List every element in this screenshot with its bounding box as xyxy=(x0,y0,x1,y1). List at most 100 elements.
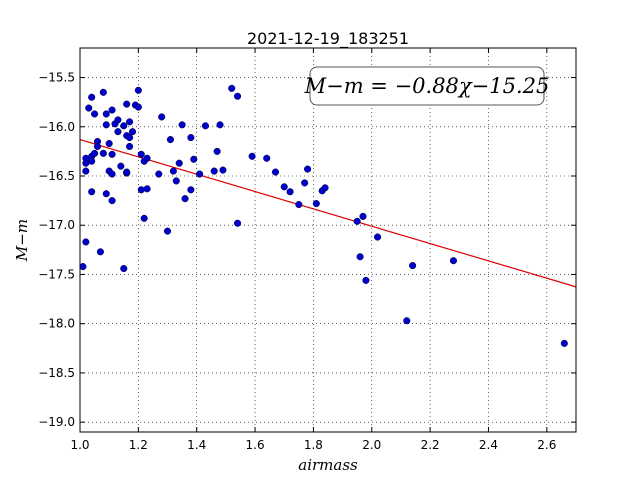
y-tick-label: −17.5 xyxy=(38,267,75,281)
x-axis-label: airmass xyxy=(298,456,358,474)
data-point xyxy=(137,150,145,158)
data-point xyxy=(295,201,303,209)
data-point xyxy=(213,147,221,155)
grid-lines xyxy=(79,48,576,432)
data-point xyxy=(108,170,116,178)
data-point xyxy=(108,150,116,158)
data-point xyxy=(91,149,99,157)
x-tick-label: 2.0 xyxy=(362,438,381,452)
y-tick-label: −15.5 xyxy=(38,71,75,85)
data-point xyxy=(99,149,107,157)
data-point xyxy=(82,167,90,175)
data-point xyxy=(280,183,288,191)
fit-line xyxy=(79,138,577,288)
x-tick-label: 2.2 xyxy=(421,438,440,452)
data-point xyxy=(79,263,87,271)
data-point xyxy=(85,104,93,112)
data-point xyxy=(248,152,256,160)
x-tick-label: 1.4 xyxy=(187,438,206,452)
data-point xyxy=(166,136,174,144)
data-point xyxy=(134,103,142,111)
data-point xyxy=(114,128,122,136)
data-point xyxy=(263,154,271,162)
data-point xyxy=(123,168,131,176)
x-tick-label: 2.4 xyxy=(479,438,498,452)
x-tick-label: 2.6 xyxy=(537,438,556,452)
data-point xyxy=(172,177,180,185)
data-point xyxy=(88,157,96,165)
x-tick-label: 1.6 xyxy=(246,438,265,452)
data-point xyxy=(102,121,110,129)
data-point xyxy=(120,122,128,130)
data-point xyxy=(356,253,364,261)
data-point xyxy=(374,233,382,241)
data-point xyxy=(108,106,116,114)
data-point xyxy=(181,195,189,203)
x-tick-label: 1.0 xyxy=(70,438,89,452)
data-point xyxy=(187,186,195,194)
data-point xyxy=(175,159,183,167)
data-point xyxy=(187,134,195,142)
data-point xyxy=(137,186,145,194)
data-point xyxy=(301,179,309,187)
data-point xyxy=(286,188,294,196)
data-point xyxy=(96,248,104,256)
data-point xyxy=(178,121,186,129)
chart-title: 2021-12-19_183251 xyxy=(247,29,409,49)
y-tick-label: −18.0 xyxy=(38,317,75,331)
x-tick-label: 1.8 xyxy=(304,438,323,452)
data-point xyxy=(143,154,151,162)
y-tick-label: −16.5 xyxy=(38,169,75,183)
data-point xyxy=(321,184,329,192)
y-tick-label: −19.0 xyxy=(38,415,75,429)
data-point xyxy=(359,212,367,220)
y-tick-label: −17.0 xyxy=(38,218,75,232)
data-point xyxy=(409,262,417,270)
data-point xyxy=(163,227,172,235)
data-point xyxy=(219,166,227,174)
data-point xyxy=(228,84,236,92)
data-point xyxy=(82,238,90,246)
equation-annotation: M−m = −0.88χ−15.25 xyxy=(304,66,550,106)
data-point xyxy=(102,190,110,198)
data-point xyxy=(126,142,134,151)
plot-frame xyxy=(79,47,577,433)
data-point xyxy=(143,185,151,193)
data-point xyxy=(105,139,113,148)
data-point xyxy=(210,167,218,175)
data-point xyxy=(234,219,242,227)
data-point xyxy=(362,276,370,284)
data-point xyxy=(196,170,204,178)
data-point xyxy=(108,197,116,205)
data-point xyxy=(134,86,142,94)
y-tick-label: −16.0 xyxy=(38,120,75,134)
data-point xyxy=(88,93,96,101)
data-point xyxy=(128,128,137,136)
data-point xyxy=(88,188,96,196)
annotation-box xyxy=(309,66,545,106)
y-tick-label: −18.5 xyxy=(38,366,75,380)
data-point xyxy=(93,142,102,151)
data-point xyxy=(234,92,242,100)
data-point xyxy=(304,165,312,173)
data-point xyxy=(216,121,224,129)
data-point xyxy=(126,118,134,126)
data-point xyxy=(120,265,128,273)
data-point xyxy=(190,155,198,163)
data-point xyxy=(117,162,125,170)
axis-ticks: 1.0 1.2 1.4 1.6 1.8 2.0 2.2 2.4 2.6 −15.5 −16.0 −16… xyxy=(38,48,576,452)
data-point xyxy=(114,116,122,124)
data-point xyxy=(91,110,99,118)
data-point xyxy=(158,113,166,121)
data-point xyxy=(169,167,177,175)
data-point xyxy=(102,110,110,118)
data-point xyxy=(449,257,458,265)
data-point xyxy=(312,200,320,208)
data-points xyxy=(79,84,568,347)
data-point xyxy=(353,217,361,225)
y-axis-label: M−m xyxy=(13,219,31,262)
x-tick-label: 1.2 xyxy=(129,438,148,452)
data-point xyxy=(126,134,134,142)
annotation-text: M−m = −0.88χ−15.25 xyxy=(304,74,550,98)
